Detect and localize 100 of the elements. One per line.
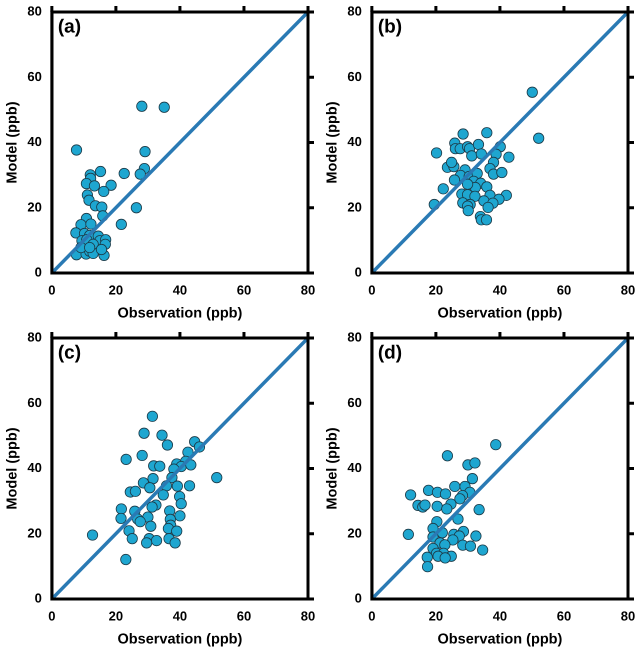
x-tick-label: 20: [108, 608, 124, 624]
point: [141, 537, 152, 548]
x-axis-title: Observation (ppb): [117, 631, 243, 648]
point: [138, 428, 150, 439]
point: [116, 503, 127, 515]
x-axis-title: Observation (ppb): [437, 305, 563, 322]
point: [432, 500, 443, 512]
point: [134, 516, 146, 528]
point: [176, 498, 187, 510]
point: [118, 168, 130, 180]
y-tick-label: 0: [354, 590, 362, 606]
y-tick-label: 0: [354, 264, 362, 280]
point: [477, 544, 488, 556]
point: [462, 178, 474, 190]
x-tick-label: 40: [492, 608, 508, 624]
x-tick-label: 20: [428, 282, 444, 298]
annotation: (d): [378, 342, 402, 364]
y-tick-label: 80: [347, 4, 362, 19]
point: [481, 181, 492, 192]
point: [405, 489, 416, 501]
x-tick-label: 80: [620, 608, 636, 624]
point: [422, 552, 433, 563]
y-axis-title: Model (ppb): [4, 101, 21, 184]
point: [115, 512, 127, 524]
y-tick-label: 40: [27, 134, 42, 150]
y-tick-label: 20: [347, 525, 362, 540]
point: [422, 484, 434, 496]
point: [162, 439, 174, 451]
x-tick-label: 0: [48, 282, 56, 298]
point: [139, 146, 151, 158]
x-tick-label: 60: [236, 282, 252, 298]
point: [503, 152, 514, 163]
point: [448, 174, 460, 186]
point: [482, 202, 494, 214]
point: [146, 410, 158, 422]
point: [449, 480, 460, 492]
point: [211, 472, 222, 484]
point: [469, 190, 481, 202]
y-tick-label: 80: [27, 330, 42, 345]
point: [150, 535, 162, 546]
x-tick-label: 20: [108, 282, 124, 298]
x-tick-label: 0: [368, 608, 376, 624]
point: [496, 166, 508, 178]
annotation: (a): [58, 16, 82, 38]
point: [171, 526, 182, 537]
point: [440, 552, 451, 564]
point: [466, 473, 478, 484]
point: [98, 186, 110, 198]
point: [134, 168, 146, 180]
point: [154, 460, 166, 472]
x-tick-label: 60: [556, 608, 572, 624]
y-tick-label: 40: [347, 134, 362, 150]
point: [469, 457, 481, 469]
y-axis-title: Model (ppb): [324, 101, 341, 184]
point: [446, 156, 458, 168]
point: [430, 147, 442, 159]
point: [105, 180, 117, 191]
y-axis-title: Model (ppb): [4, 427, 21, 510]
point: [174, 510, 186, 522]
x-tick-label: 40: [172, 608, 188, 624]
x-tick-label: 80: [620, 282, 636, 298]
point: [156, 430, 168, 441]
y-tick-label: 20: [27, 525, 42, 540]
point: [86, 529, 98, 541]
point: [462, 205, 474, 216]
y-tick-label: 60: [347, 68, 362, 84]
x-axis-title: Observation (ppb): [437, 631, 563, 648]
point: [84, 242, 96, 254]
point: [470, 530, 482, 542]
point: [170, 537, 181, 548]
point: [88, 180, 100, 192]
point: [422, 561, 434, 572]
point: [447, 534, 458, 546]
point: [94, 166, 106, 178]
point: [490, 439, 502, 450]
y-tick-label: 40: [347, 460, 362, 476]
y-tick-label: 0: [34, 590, 42, 606]
x-tick-label: 40: [172, 282, 188, 298]
y-tick-label: 20: [347, 199, 362, 214]
point: [130, 486, 142, 497]
point: [130, 202, 142, 214]
point: [464, 540, 476, 552]
x-tick-label: 60: [556, 282, 572, 298]
point: [438, 183, 449, 194]
point: [526, 86, 538, 98]
point: [184, 480, 196, 492]
x-tick-label: 80: [300, 282, 316, 298]
x-tick-label: 80: [300, 608, 316, 624]
annotation: (b): [378, 16, 402, 38]
point: [466, 150, 478, 162]
point: [481, 127, 492, 138]
x-axis-title: Observation (ppb): [117, 305, 243, 322]
y-tick-label: 60: [27, 68, 42, 84]
point: [145, 520, 156, 532]
x-tick-label: 0: [48, 608, 56, 624]
point: [126, 533, 138, 544]
point: [146, 501, 158, 513]
point: [533, 132, 544, 144]
point: [136, 450, 148, 462]
y-tick-label: 60: [347, 394, 362, 410]
